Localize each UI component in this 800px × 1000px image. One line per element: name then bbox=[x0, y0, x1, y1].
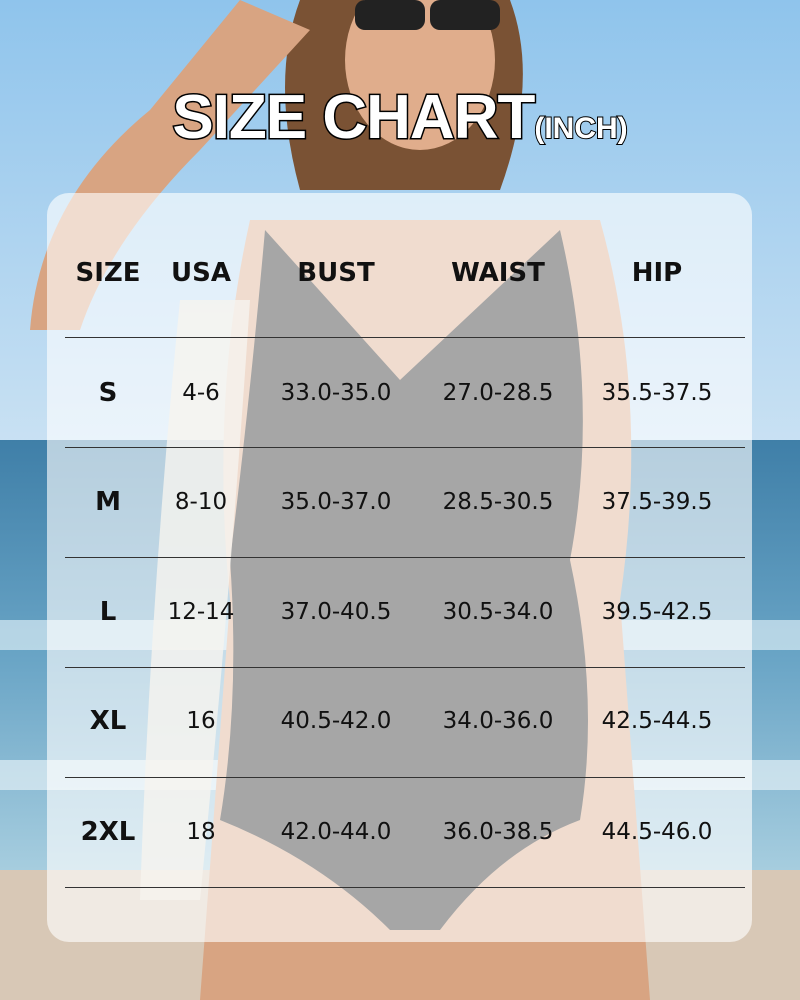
table-cell: 8-10 bbox=[174, 489, 228, 515]
row-divider bbox=[65, 667, 745, 668]
column-header-bust: BUST bbox=[297, 258, 375, 288]
table-cell: 35.5-37.5 bbox=[601, 380, 713, 406]
row-divider bbox=[65, 447, 745, 448]
table-cell: 4-6 bbox=[182, 380, 220, 406]
row-divider bbox=[65, 557, 745, 558]
size-label-cell: 2XL bbox=[80, 817, 136, 847]
size-label-cell: S bbox=[98, 378, 118, 408]
column-header-waist: WAIST bbox=[451, 258, 545, 288]
table-cell: 18 bbox=[186, 819, 216, 845]
table-cell: 37.0-40.5 bbox=[280, 599, 392, 625]
table-cell: 39.5-42.5 bbox=[601, 599, 713, 625]
row-divider bbox=[65, 777, 745, 778]
column-header-usa: USA bbox=[171, 258, 231, 288]
column-header-size: SIZE bbox=[75, 258, 141, 288]
row-divider bbox=[65, 337, 745, 338]
table-cell: 35.0-37.0 bbox=[280, 489, 392, 515]
table-cell: 36.0-38.5 bbox=[442, 819, 554, 845]
table-cell: 44.5-46.0 bbox=[601, 819, 713, 845]
table-cell: 30.5-34.0 bbox=[442, 599, 554, 625]
size-table-panel bbox=[47, 193, 752, 942]
table-cell: 37.5-39.5 bbox=[601, 489, 713, 515]
size-label-cell: M bbox=[95, 487, 121, 517]
table-cell: 27.0-28.5 bbox=[442, 380, 554, 406]
table-cell: 42.0-44.0 bbox=[280, 819, 392, 845]
table-cell: 33.0-35.0 bbox=[280, 380, 392, 406]
table-cell: 12-14 bbox=[167, 599, 235, 625]
table-cell: 16 bbox=[186, 708, 216, 734]
table-cell: 34.0-36.0 bbox=[442, 708, 554, 734]
size-label-cell: L bbox=[99, 597, 117, 627]
column-header-hip: HIP bbox=[631, 258, 683, 288]
table-cell: 40.5-42.0 bbox=[280, 708, 392, 734]
title-unit: (INCH) bbox=[533, 111, 628, 146]
size-label-cell: XL bbox=[89, 706, 127, 736]
title-main: SIZE CHART bbox=[171, 82, 537, 154]
table-cell: 42.5-44.5 bbox=[601, 708, 713, 734]
row-divider bbox=[65, 887, 745, 888]
chart-title: SIZE CHART(INCH) bbox=[0, 82, 800, 154]
table-cell: 28.5-30.5 bbox=[442, 489, 554, 515]
